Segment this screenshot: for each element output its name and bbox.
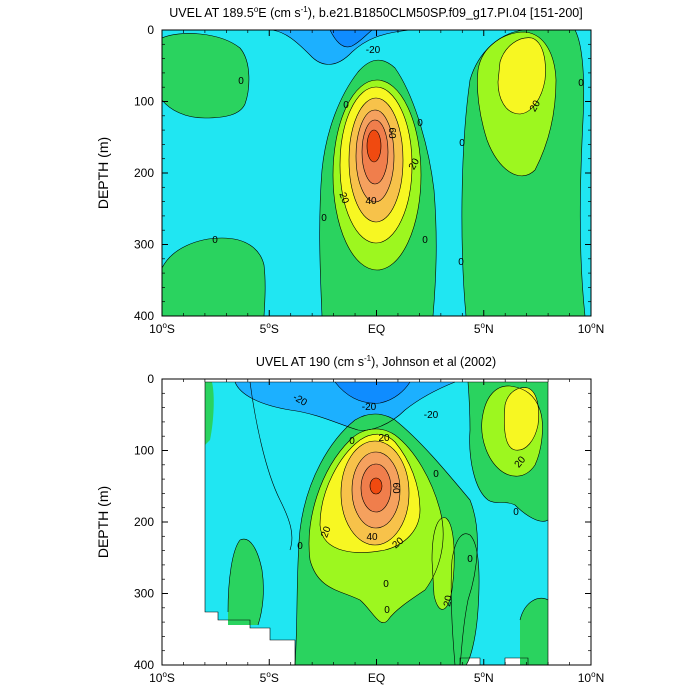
field-bottom-jet-s xyxy=(451,533,480,665)
x-tick-label: 5oN xyxy=(474,670,494,685)
contour-label: 0 xyxy=(297,541,303,552)
contour-label: 0 xyxy=(212,235,218,246)
field-bottom-jet-n xyxy=(432,517,455,610)
y-tick-label: 400 xyxy=(134,658,154,672)
y-tick-label: 300 xyxy=(134,238,154,252)
y-tick-label: 100 xyxy=(134,95,154,109)
panel-bottom: UVEL AT 190 (cm s-1), Johnson et al (200… xyxy=(95,354,604,685)
contour-label: 0 xyxy=(349,436,355,447)
contour-label: 20 xyxy=(378,433,390,444)
contour-label: 0 xyxy=(321,213,327,224)
panel-top-title: UVEL AT 189.5oE (cm s-1), b.e21.B1850CLM… xyxy=(169,5,582,20)
contour-label: 40 xyxy=(365,196,377,207)
y-tick-label: 300 xyxy=(134,587,154,601)
field-top-euc-120 xyxy=(367,130,381,162)
field-bottom-patch-se xyxy=(520,598,548,665)
contour-label: 0 xyxy=(343,100,349,111)
panel-top-xaxis: 10oS 5oS EQ 5oN 10oN xyxy=(149,30,604,336)
y-tick-label: 100 xyxy=(134,444,154,458)
field-bottom-patch-west xyxy=(205,382,214,445)
field-top-east-40 xyxy=(498,37,546,114)
field-top-sec-core xyxy=(330,30,372,47)
x-tick-label: 10oS xyxy=(149,670,175,685)
y-tick-label: 0 xyxy=(147,372,154,386)
field-bottom-east-40 xyxy=(504,387,539,451)
panel-bottom-ylabel: DEPTH (m) xyxy=(95,486,111,558)
y-tick-label: 0 xyxy=(147,23,154,37)
x-tick-label: 5oS xyxy=(260,321,279,336)
panel-top-contour-labels: -20 0 0 0 0 0 0 0 0 20 20 20 40 60 0 xyxy=(212,45,584,268)
x-tick-label: 10oS xyxy=(149,321,175,336)
contour-label: 0 xyxy=(578,78,584,89)
field-bottom-sec-core xyxy=(335,382,410,404)
panel-bottom-xaxis: 10oS 5oS EQ 5oN 10oN xyxy=(149,379,604,685)
field-bottom-patch-sw xyxy=(228,539,264,625)
field-bottom-contours xyxy=(204,381,549,665)
contour-label: 0 xyxy=(513,507,519,518)
contour-label: 0 xyxy=(467,554,473,565)
x-tick-label: 10oN xyxy=(578,670,604,685)
contour-label: 0 xyxy=(383,579,389,590)
x-tick-label: 5oN xyxy=(474,321,494,336)
contour-label: -20 xyxy=(424,410,439,421)
contour-label: 0 xyxy=(417,118,423,129)
field-bottom-euc-120 xyxy=(370,478,382,494)
contour-label: 0 xyxy=(433,469,439,480)
contour-label: 20 xyxy=(528,98,543,114)
contour-label: 0 xyxy=(384,605,390,616)
contour-label: 0 xyxy=(422,235,428,246)
contour-label: 20 xyxy=(407,156,422,172)
contour-label: -20 xyxy=(366,45,381,56)
panel-top-plot-area: -20 0 0 0 0 0 0 0 0 20 20 20 40 60 0 xyxy=(162,30,591,316)
y-tick-label: 200 xyxy=(134,515,154,529)
contour-label: 60 xyxy=(386,127,397,139)
contour-label: 0 xyxy=(238,76,244,87)
panel-bottom-title: UVEL AT 190 (cm s-1), Johnson et al (200… xyxy=(256,354,496,369)
contour-label: 60 xyxy=(390,482,401,494)
contour-label: 20 xyxy=(319,525,333,540)
panel-top: UVEL AT 189.5oE (cm s-1), b.e21.B1850CLM… xyxy=(95,5,604,336)
contour-label: -20 xyxy=(362,402,377,413)
field-top-sec xyxy=(272,30,410,65)
field-bottom-sec xyxy=(235,382,455,431)
field-top-patch-southwest xyxy=(162,238,266,316)
x-tick-label: 10oN xyxy=(578,321,604,336)
y-tick-label: 200 xyxy=(134,166,154,180)
contour-label: 0 xyxy=(458,257,464,268)
y-tick-label: 400 xyxy=(134,309,154,323)
contour-label: 40 xyxy=(366,532,378,543)
x-tick-label: EQ xyxy=(368,671,385,685)
field-top-contours xyxy=(162,30,586,316)
contour-label: 0 xyxy=(459,138,465,149)
field-top-patch-west xyxy=(162,33,249,119)
x-tick-label: EQ xyxy=(368,322,385,336)
x-tick-label: 5oS xyxy=(260,670,279,685)
contour-label: 20 xyxy=(442,594,455,607)
panel-bottom-plot-area: -20 -20 -20 20 0 0 0 0 0 0 20 20 20 20 4… xyxy=(162,379,591,665)
contour-label: 20 xyxy=(336,191,350,206)
panel-top-ylabel: DEPTH (m) xyxy=(95,137,111,209)
